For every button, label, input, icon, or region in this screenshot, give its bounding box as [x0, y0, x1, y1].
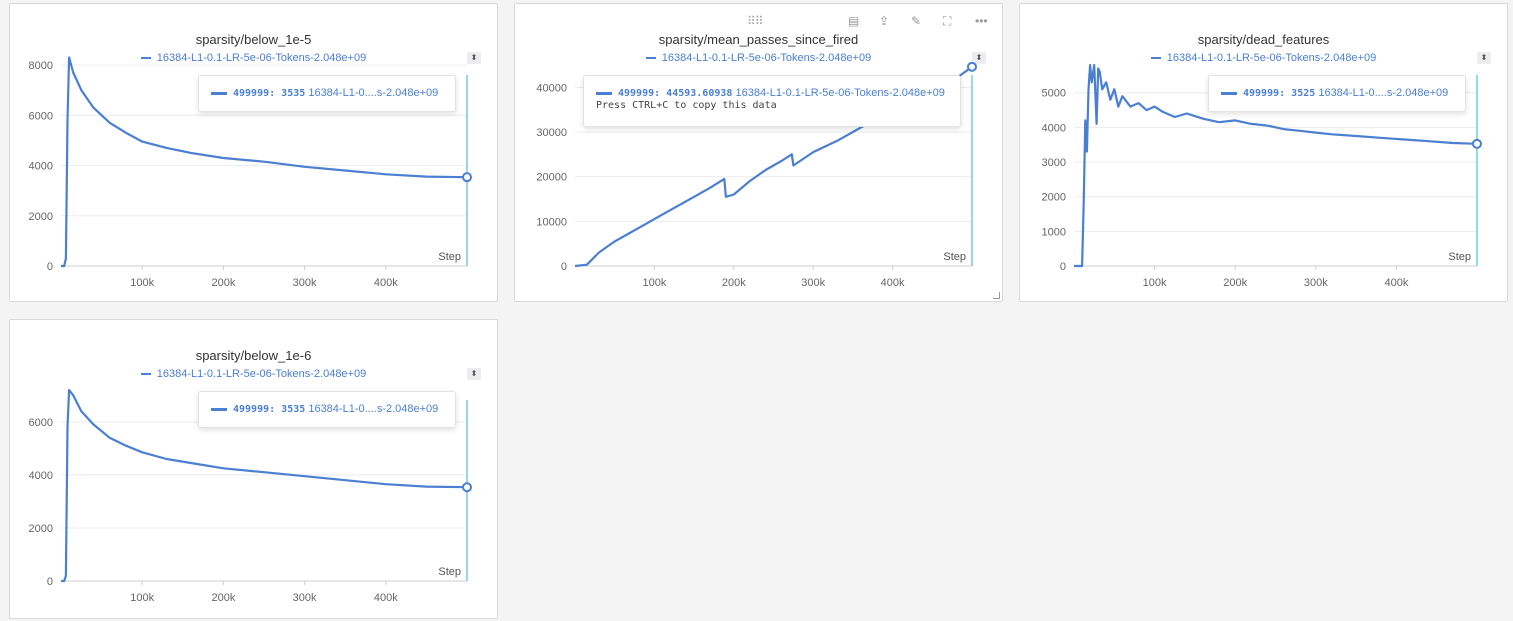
- series-line[interactable]: [61, 56, 468, 268]
- x-tick-label: 300k: [1304, 277, 1328, 289]
- y-tick-label: 0: [47, 261, 53, 273]
- chart-title: sparsity/below_1e-6: [195, 348, 312, 363]
- fullscreen-icon[interactable]: ⛶: [943, 14, 952, 28]
- x-tick-label: 100k: [130, 277, 154, 289]
- y-tick-label: 3000: [1042, 157, 1066, 169]
- series-line[interactable]: [61, 388, 468, 583]
- tooltip-step: 499999: [618, 88, 655, 99]
- legend-entry[interactable]: 16384-L1-0.1-LR-5e-06-Tokens-2.048e+09: [515, 52, 1002, 64]
- x-axis-label: Step: [1448, 251, 1471, 263]
- clipboard-icon[interactable]: ▤: [848, 14, 860, 28]
- hover-tooltip: 499999: 3535 16384-L1-0....s-2.048e+09: [198, 391, 456, 428]
- y-tick-label: 10000: [536, 216, 567, 228]
- share-icon[interactable]: ⇪: [879, 14, 890, 28]
- edit-icon[interactable]: ✎: [911, 14, 922, 28]
- x-tick-label: 400k: [374, 592, 398, 604]
- y-tick-label: 6000: [29, 417, 53, 429]
- x-tick-label: 100k: [130, 592, 154, 604]
- chart-title: sparsity/mean_passes_since_fired: [658, 32, 859, 47]
- x-tick-label: 300k: [801, 277, 825, 289]
- chart-panel-below-1e-5: sparsity/below_1e-5 16384-L1-0.1-LR-5e-0…: [9, 3, 498, 302]
- drag-handle-icon[interactable]: ⠿⠿: [747, 14, 764, 28]
- x-tick-label: 400k: [881, 277, 905, 289]
- x-axis-label: Step: [943, 251, 966, 263]
- y-tick-label: 30000: [536, 127, 567, 139]
- chart-title: sparsity/below_1e-5: [195, 32, 312, 47]
- x-tick-label: 200k: [211, 592, 235, 604]
- y-tick-label: 4000: [1042, 122, 1066, 134]
- y-tick-label: 2000: [29, 523, 53, 535]
- chart-svg[interactable]: 0 2000 4000 6000 8000 100k 200k 300k 400k Step: [10, 4, 499, 303]
- chart-panel-mean-passes: ⠿⠿ ▤ ⇪ ✎ ⛶ ••• sparsity/mean_passes_sinc…: [514, 3, 1003, 302]
- tooltip-step: 499999: [233, 88, 270, 99]
- chart-svg[interactable]: 0 2000 4000 6000 100k 200k 300k 400k Step: [10, 320, 499, 620]
- copy-hint: Press CTRL+C to copy this data: [596, 100, 777, 111]
- y-tick-label: 0: [561, 261, 567, 273]
- x-tick-label: 100k: [1143, 277, 1167, 289]
- x-tick-label: 100k: [642, 277, 666, 289]
- legend-label: 16384-L1-0.1-LR-5e-06-Tokens-2.048e+09: [661, 52, 872, 64]
- y-tick-label: 4000: [29, 470, 53, 482]
- hover-tooltip: 499999: 44593.60938 16384-L1-0.1-LR-5e-0…: [583, 75, 961, 127]
- hover-point[interactable]: [966, 61, 977, 72]
- hover-point[interactable]: [461, 482, 472, 493]
- x-axis-label: Step: [438, 251, 461, 263]
- y-tick-label: 1000: [1042, 226, 1066, 238]
- tooltip-step: 499999: [1243, 88, 1280, 99]
- y-tick-label: 0: [47, 576, 53, 588]
- tooltip-value: 3525: [1291, 88, 1316, 99]
- legend-toggle-icon[interactable]: ⬍: [467, 52, 481, 64]
- tooltip-series-name: 16384-L1-0....s-2.048e+09: [308, 87, 439, 99]
- hover-point[interactable]: [461, 172, 472, 183]
- more-icon[interactable]: •••: [975, 14, 988, 28]
- series-line[interactable]: [1074, 63, 1478, 268]
- tooltip-step: 499999: [233, 404, 270, 415]
- resize-handle-icon[interactable]: [993, 292, 1000, 299]
- y-tick-label: 0: [1060, 261, 1066, 273]
- y-tick-label: 20000: [536, 172, 567, 184]
- x-axis-label: Step: [438, 566, 461, 578]
- y-tick-label: 2000: [1042, 192, 1066, 204]
- tooltip-series-name: 16384-L1-0....s-2.048e+09: [1318, 87, 1449, 99]
- tooltip-value: 44593.60938: [666, 88, 733, 99]
- legend-entry[interactable]: 16384-L1-0.1-LR-5e-06-Tokens-2.048e+09: [10, 368, 497, 380]
- hover-tooltip: 499999: 3525 16384-L1-0....s-2.048e+09: [1208, 75, 1466, 112]
- hover-point[interactable]: [1471, 138, 1482, 149]
- y-tick-label: 6000: [29, 110, 53, 122]
- x-tick-label: 200k: [722, 277, 746, 289]
- x-tick-label: 200k: [211, 277, 235, 289]
- tooltip-value: 3535: [281, 404, 306, 415]
- tooltip-value: 3535: [281, 88, 306, 99]
- tooltip-series-name: 16384-L1-0....s-2.048e+09: [308, 403, 439, 415]
- legend-entry[interactable]: 16384-L1-0.1-LR-5e-06-Tokens-2.048e+09: [10, 52, 497, 64]
- chart-svg[interactable]: 0 1000 2000 3000 4000 5000 100k 200k 300k 400k Ste…: [1020, 4, 1509, 303]
- x-tick-label: 400k: [1384, 277, 1408, 289]
- chart-panel-below-1e-6: sparsity/below_1e-6 16384-L1-0.1-LR-5e-0…: [9, 319, 498, 619]
- y-tick-label: 2000: [29, 211, 53, 223]
- tooltip-series-name: 16384-L1-0.1-LR-5e-06-Tokens-2.048e+09: [735, 87, 945, 99]
- y-tick-label: 40000: [536, 82, 567, 94]
- y-tick-label: 4000: [29, 161, 53, 173]
- legend-toggle-icon[interactable]: ⬍: [467, 368, 481, 380]
- legend-toggle-icon[interactable]: ⬍: [972, 52, 986, 64]
- legend-entry[interactable]: 16384-L1-0.1-LR-5e-06-Tokens-2.048e+09: [1020, 52, 1507, 64]
- chart-title: sparsity/dead_features: [1197, 32, 1330, 47]
- chart-panel-dead-features: sparsity/dead_features 16384-L1-0.1-LR-5…: [1019, 3, 1508, 302]
- x-tick-label: 300k: [293, 277, 317, 289]
- x-tick-label: 200k: [1223, 277, 1247, 289]
- legend-toggle-icon[interactable]: ⬍: [1477, 52, 1491, 64]
- legend-label: 16384-L1-0.1-LR-5e-06-Tokens-2.048e+09: [1166, 52, 1377, 64]
- y-tick-label: 5000: [1042, 88, 1066, 100]
- legend-label: 16384-L1-0.1-LR-5e-06-Tokens-2.048e+09: [156, 368, 367, 380]
- x-tick-label: 400k: [374, 277, 398, 289]
- chart-svg[interactable]: 0 10000 20000 30000 40000 100k 200k 300k 400k Ste…: [515, 4, 1004, 303]
- x-tick-label: 300k: [293, 592, 317, 604]
- hover-tooltip: 499999: 3535 16384-L1-0....s-2.048e+09: [198, 75, 456, 112]
- y-tick-label: 8000: [29, 60, 53, 72]
- legend-label: 16384-L1-0.1-LR-5e-06-Tokens-2.048e+09: [156, 52, 367, 64]
